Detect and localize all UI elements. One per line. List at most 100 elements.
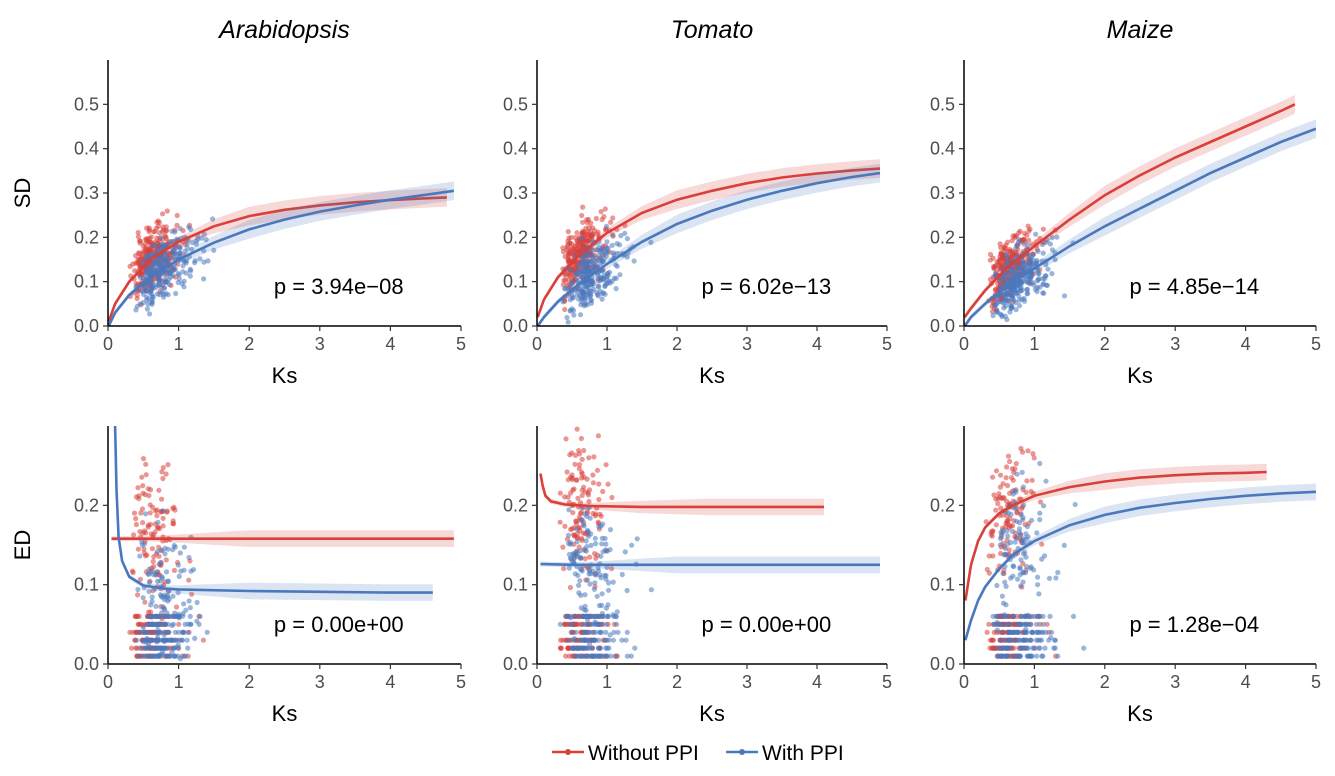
data-point (182, 621, 188, 627)
data-point (1081, 645, 1087, 651)
data-point (1052, 257, 1058, 263)
data-point (183, 270, 189, 276)
data-point (569, 476, 575, 482)
y-tick-label: 0.2 (74, 495, 99, 515)
data-point (558, 637, 564, 643)
data-point (574, 526, 580, 532)
data-point (170, 621, 177, 627)
data-point (143, 472, 149, 478)
data-point (577, 578, 583, 584)
data-point (1043, 239, 1049, 245)
data-point (166, 613, 173, 620)
data-point (589, 613, 595, 620)
data-point (577, 500, 584, 506)
data-point (152, 629, 159, 635)
data-point (1018, 267, 1024, 273)
data-point (587, 554, 593, 560)
data-point (586, 239, 592, 245)
data-point (1008, 288, 1015, 294)
data-point (155, 635, 161, 641)
data-point (1004, 316, 1010, 323)
y-axis-label: ED (10, 530, 35, 561)
data-point (607, 527, 614, 533)
data-point (594, 593, 600, 599)
data-point (149, 299, 155, 305)
data-point (585, 529, 592, 535)
data-point (582, 592, 588, 598)
data-point (599, 591, 605, 597)
data-point (162, 257, 168, 263)
data-point (1045, 266, 1051, 272)
data-point (160, 270, 166, 276)
data-point (995, 500, 1001, 507)
data-point (181, 278, 187, 284)
data-point (132, 613, 139, 620)
data-point (137, 553, 143, 559)
data-point (1016, 629, 1022, 635)
data-point (1018, 583, 1024, 589)
data-point (173, 604, 180, 610)
data-point (133, 521, 139, 528)
data-point (582, 511, 588, 517)
data-point (1033, 259, 1040, 265)
data-point (1021, 637, 1027, 643)
data-point (1010, 563, 1016, 569)
data-point (1013, 461, 1019, 467)
data-point (590, 568, 596, 574)
data-point (1030, 645, 1036, 651)
data-point (999, 653, 1005, 659)
data-point (1034, 629, 1040, 635)
data-point (159, 229, 165, 235)
data-point (1014, 510, 1020, 516)
data-point (581, 447, 587, 454)
data-point (171, 251, 177, 257)
data-point (130, 261, 136, 267)
y-tick-label: 0.5 (930, 94, 955, 114)
data-point (986, 553, 992, 559)
data-point (171, 567, 178, 574)
data-point (1021, 230, 1028, 236)
data-point (1072, 501, 1078, 508)
data-point (146, 588, 152, 595)
data-point (588, 653, 594, 659)
x-tick-label: 4 (385, 334, 395, 354)
data-point (1036, 591, 1042, 597)
data-point (141, 541, 148, 547)
data-point (1070, 613, 1077, 620)
data-point (142, 553, 149, 559)
plot-area (111, 426, 454, 662)
x-axis-label: Ks (1127, 363, 1153, 388)
data-point (189, 591, 195, 597)
data-point (1010, 637, 1016, 643)
data-point (1005, 453, 1012, 459)
data-point (133, 494, 139, 500)
data-point (165, 578, 171, 584)
data-point (1047, 241, 1053, 247)
data-point (619, 637, 625, 643)
data-point (998, 529, 1004, 535)
data-point (200, 637, 206, 643)
data-point (1008, 295, 1015, 302)
data-point (577, 312, 584, 318)
data-point (149, 546, 155, 552)
data-point (993, 507, 999, 513)
data-point (1017, 288, 1023, 294)
data-point (1036, 276, 1042, 282)
data-point (195, 236, 201, 242)
data-point (1047, 613, 1053, 620)
data-point (176, 621, 182, 627)
data-point (162, 276, 168, 282)
data-point (133, 307, 139, 313)
data-point (155, 223, 161, 229)
data-point (1021, 621, 1027, 627)
data-point (628, 653, 634, 659)
data-point (629, 542, 635, 548)
data-point (165, 462, 171, 468)
data-point (170, 613, 176, 620)
data-point (574, 539, 580, 545)
data-point (1000, 629, 1006, 635)
data-point (156, 282, 162, 288)
x-axis-label: Ks (272, 363, 298, 388)
data-point (579, 487, 585, 493)
data-point (1053, 575, 1059, 581)
